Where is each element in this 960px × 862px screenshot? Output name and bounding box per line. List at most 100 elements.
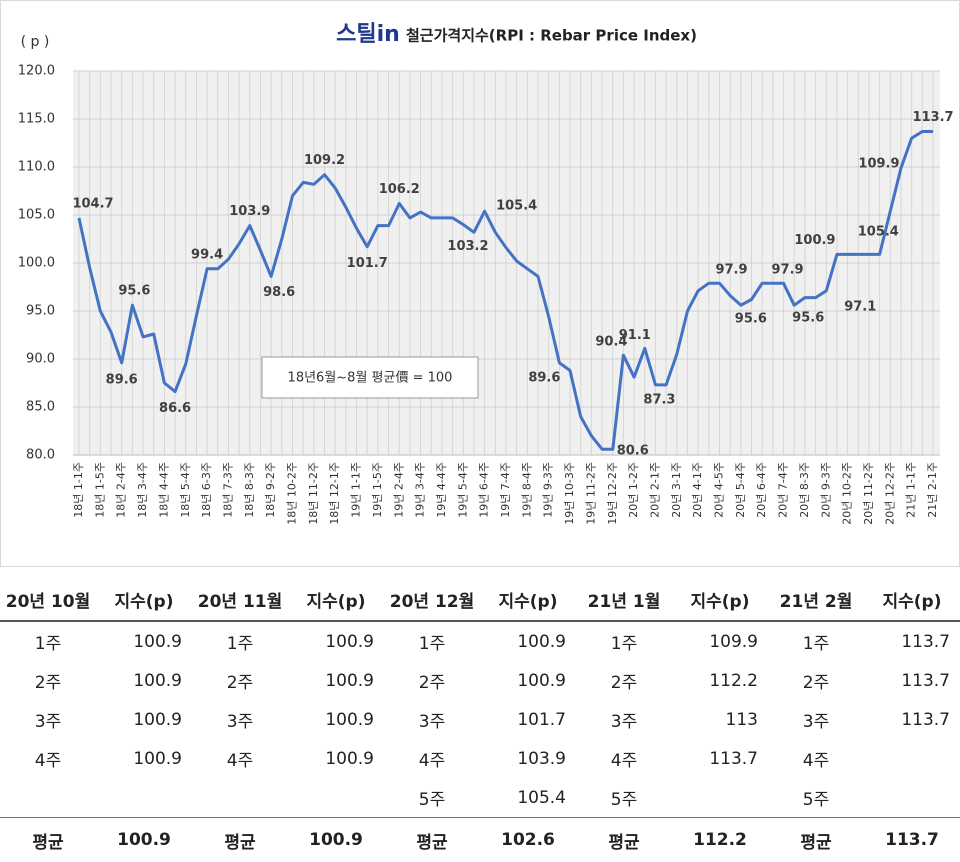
table-cell: 20년 11월 (192, 578, 288, 621)
x-tick-label: 20년 11-2주 (862, 462, 875, 525)
table-cell: 2주 (192, 661, 288, 700)
table-cell: 지수(p) (96, 578, 192, 621)
y-tick-label: 95.0 (26, 304, 55, 319)
table-cell: 평균 (0, 818, 96, 862)
x-tick-label: 20년 2-1주 (648, 462, 661, 518)
chart-title: 철근가격지수(RPI : Rebar Price Index) (406, 27, 697, 45)
table-cell: 20년 12월 (384, 578, 480, 621)
data-label: 103.9 (229, 204, 270, 219)
table-cell: 4주 (576, 739, 672, 778)
data-label: 104.7 (72, 196, 113, 211)
table-cell: 지수(p) (480, 578, 576, 621)
x-tick-label: 19년 12-2주 (606, 462, 619, 525)
y-tick-label: 100.0 (18, 256, 55, 271)
data-label: 91.1 (619, 328, 651, 343)
x-tick-label: 19년 3-4주 (414, 462, 427, 518)
x-tick-label: 18년 6-3주 (200, 462, 213, 518)
annotation: 18년6월~8월 평균價 = 100 (288, 371, 453, 386)
data-label: 95.6 (792, 311, 824, 326)
table-cell (192, 778, 288, 818)
x-tick-label: 18년 12-1주 (328, 462, 341, 525)
table-cell: 100.9 (288, 661, 384, 700)
table-cell: 20년 10월 (0, 578, 96, 621)
table-cell (0, 778, 96, 818)
data-label: 97.9 (772, 263, 804, 278)
x-tick-label: 20년 12-2주 (883, 462, 896, 525)
data-label: 103.2 (447, 239, 488, 254)
table-cell: 101.7 (480, 700, 576, 739)
table-cell: 2주 (384, 661, 480, 700)
data-label: 99.4 (191, 247, 223, 262)
data-label: 106.2 (379, 182, 420, 197)
table-cell: 3주 (768, 700, 864, 739)
table-cell: 100.9 (288, 739, 384, 778)
x-tick-label: 18년 11-2주 (307, 462, 320, 525)
x-tick-label: 19년 1-5주 (371, 462, 384, 518)
table-cell: 100.9 (96, 818, 192, 862)
data-label: 80.6 (617, 444, 649, 459)
table-cell: 113.7 (864, 621, 960, 661)
x-tick-label: 19년 10-3주 (563, 462, 576, 525)
table-cell: 3주 (0, 700, 96, 739)
table-cell: 100.9 (288, 700, 384, 739)
table-cell: 113.7 (864, 818, 960, 862)
x-tick-label: 20년 5-4주 (734, 462, 747, 518)
y-tick-label: 85.0 (26, 400, 55, 415)
x-tick-label: 18년 10-2주 (286, 462, 299, 525)
table-cell (864, 778, 960, 818)
table-cell: 4주 (384, 739, 480, 778)
x-tick-label: 20년 4-5주 (713, 462, 726, 518)
data-label: 98.6 (263, 285, 295, 300)
table-cell: 100.9 (96, 700, 192, 739)
table-cell: 1주 (0, 621, 96, 661)
table-cell: 103.9 (480, 739, 576, 778)
x-tick-label: 18년 2-4주 (115, 462, 128, 518)
x-tick-label: 18년 1-5주 (93, 462, 106, 518)
data-label: 89.6 (528, 370, 560, 385)
data-label: 109.2 (304, 153, 345, 168)
table-cell: 3주 (576, 700, 672, 739)
table-cell (96, 778, 192, 818)
table-cell: 4주 (192, 739, 288, 778)
data-label: 95.6 (735, 312, 767, 327)
x-tick-label: 20년 4-1주 (691, 462, 704, 518)
x-tick-label: 21년 2-1주 (926, 462, 939, 518)
table-cell: 105.4 (480, 778, 576, 818)
data-label: 97.1 (844, 299, 876, 314)
x-tick-label: 19년 1-1주 (350, 462, 363, 518)
table-cell: 113.7 (864, 700, 960, 739)
data-label: 86.6 (159, 401, 191, 416)
table-cell: 100.9 (480, 661, 576, 700)
x-tick-label: 19년 8-4주 (520, 462, 533, 518)
data-label: 105.4 (496, 199, 537, 214)
logo: 스틸in (336, 22, 400, 47)
table-cell: 112.2 (672, 661, 768, 700)
table-cell: 5주 (768, 778, 864, 818)
table-cell: 4주 (0, 739, 96, 778)
table-cell: 112.2 (672, 818, 768, 862)
chart: 스틸in 철근가격지수(RPI : Rebar Price Index) ( p… (0, 0, 960, 570)
x-tick-label: 20년 3-1주 (670, 462, 683, 518)
x-tick-label: 19년 2-4주 (392, 462, 405, 518)
x-tick-label: 19년 5-4주 (456, 462, 469, 518)
table-cell: 100.9 (96, 739, 192, 778)
y-axis-label: ( p ) (21, 34, 50, 50)
table-cell: 2주 (0, 661, 96, 700)
x-tick-label: 18년 7-3주 (221, 462, 234, 518)
table-cell: 113.7 (672, 739, 768, 778)
table-cell: 지수(p) (864, 578, 960, 621)
y-tick-label: 115.0 (18, 112, 55, 127)
table-cell: 1주 (576, 621, 672, 661)
table-cell: 3주 (192, 700, 288, 739)
x-tick-label: 19년 9-3주 (542, 462, 555, 518)
x-tick-label: 20년 6-4주 (755, 462, 768, 518)
data-label: 89.6 (106, 372, 138, 387)
x-tick-label: 19년 11-2주 (584, 462, 597, 525)
x-tick-label: 18년 1-1주 (72, 462, 85, 518)
